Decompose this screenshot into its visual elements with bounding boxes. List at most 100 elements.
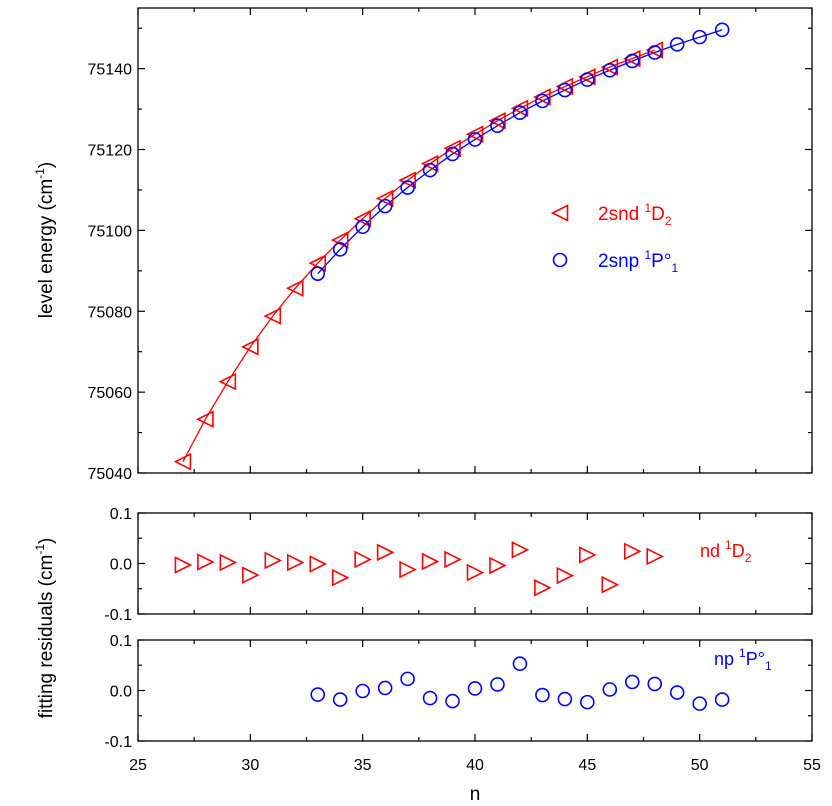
residual-y-axis-title: fitting residuals (cm-1) — [33, 538, 57, 719]
np-residual-point — [535, 687, 550, 703]
nd-level-point — [285, 279, 304, 298]
nd-level-point — [173, 452, 192, 471]
np-level-point — [512, 105, 528, 121]
x-axis-title: n — [470, 784, 481, 805]
np-level-point — [377, 198, 393, 214]
y-tick-label: 0.1 — [110, 506, 132, 523]
legend-label-sub: 2 — [665, 214, 672, 228]
nd-residual-point — [331, 568, 350, 587]
nd-series-line — [182, 49, 655, 462]
bot-markers — [310, 656, 730, 711]
legend-label-sup: 1 — [644, 201, 651, 215]
nd-level-point — [353, 209, 371, 228]
np-residual-point — [422, 690, 438, 706]
nd-residual-point — [646, 547, 665, 566]
nd-residual-point — [444, 550, 462, 569]
nd-residual-point — [534, 578, 552, 597]
np-residual-point — [310, 687, 326, 702]
nd-residual-point — [399, 560, 417, 579]
y-tick-label: 75040 — [88, 466, 133, 483]
legend-label-name: 2snp — [598, 251, 644, 272]
np-residual-point — [355, 683, 370, 699]
top-y-axis-title-main: level energy (cm — [36, 179, 57, 318]
y-tick-label: 75100 — [88, 223, 133, 240]
np-residual-point — [400, 671, 415, 687]
nd-level-point — [488, 112, 506, 130]
nd-residual-point — [556, 566, 575, 585]
np-level-point — [602, 62, 618, 78]
nd-level-point — [420, 154, 439, 173]
y-tick-label: 0.0 — [110, 684, 132, 701]
nd-residual-point — [174, 556, 193, 574]
x-tick-label: 45 — [578, 757, 596, 774]
x-tick-label: 40 — [466, 757, 484, 774]
top-markers — [173, 22, 730, 471]
top-y-axis-title-end: ) — [36, 162, 57, 168]
y-tick-label: 75060 — [88, 385, 133, 402]
nd-residual-point — [286, 553, 305, 572]
y-tick-label: 75140 — [88, 62, 133, 79]
bot-annotation: np 1P°1 — [714, 646, 772, 673]
np-level-point — [310, 266, 326, 281]
nd-level-point — [218, 372, 237, 391]
legend-label-term: D — [651, 204, 665, 225]
top-panel-frame — [137, 7, 813, 474]
nd-residual-point — [264, 551, 283, 570]
nd-residual-point — [579, 546, 597, 564]
np-level-point — [445, 146, 460, 162]
y-tick-label: -0.1 — [104, 607, 132, 624]
mid-annotation: nd 1D2 — [700, 538, 752, 565]
nd-level-point — [330, 231, 349, 249]
np-residual-point — [557, 691, 573, 707]
nd-residual-point — [466, 563, 485, 582]
np-residual-point — [647, 676, 663, 692]
mid-annotation-sub: 2 — [745, 551, 752, 565]
np-level-point — [580, 72, 595, 87]
mid-annotation-mid: D — [732, 541, 745, 561]
y-tick-label: -0.1 — [104, 734, 132, 751]
nd-residual-point — [197, 553, 215, 571]
np-level-point — [714, 22, 730, 38]
np-level-point — [535, 93, 550, 109]
residual-y-axis-title-sup: -1 — [33, 544, 47, 555]
legend-label-name: 2snd — [598, 204, 644, 225]
nd-residual-point — [309, 555, 328, 573]
mid-annotation-pre: nd — [700, 541, 725, 561]
np-residual-point — [445, 693, 460, 709]
np-residual-point — [602, 682, 618, 697]
nd-level-point — [263, 307, 282, 325]
legend-label-sup: 1 — [644, 248, 651, 262]
np-level-point — [467, 132, 483, 147]
nd-level-point — [241, 338, 259, 356]
x-tick-label: 55 — [803, 757, 821, 774]
np-level-point — [669, 37, 685, 52]
nd-level-point — [555, 77, 574, 96]
np-residual-point — [332, 692, 348, 707]
y-tick-label: 75080 — [88, 304, 133, 321]
np-level-point — [692, 29, 707, 45]
np-residual-point — [490, 677, 505, 692]
np-level-point — [332, 242, 348, 257]
np-level-point — [490, 118, 505, 133]
nd-level-point — [465, 125, 484, 143]
top-curves — [182, 29, 723, 462]
x-tick-label: 30 — [241, 757, 259, 774]
np-level-point — [647, 45, 663, 60]
nd-residual-point — [489, 556, 507, 575]
np-residual-point — [377, 680, 393, 696]
bot-annotation-pre: np — [714, 649, 739, 669]
legend-np-marker — [552, 252, 568, 268]
bot-annotation-mid: P° — [746, 649, 765, 669]
np-level-point — [355, 219, 370, 235]
y-tick-label: 0.1 — [110, 633, 132, 650]
bot-annotation-sup: 1 — [739, 646, 746, 660]
nd-level-point — [443, 139, 461, 158]
nd-level-point — [533, 88, 551, 106]
np-series-line — [317, 29, 723, 275]
residual-y-axis-title-end: ) — [36, 538, 57, 544]
bot-annotation-sub: 1 — [765, 659, 772, 673]
middle-panel-frame — [137, 512, 813, 615]
np-level-point — [557, 82, 573, 98]
